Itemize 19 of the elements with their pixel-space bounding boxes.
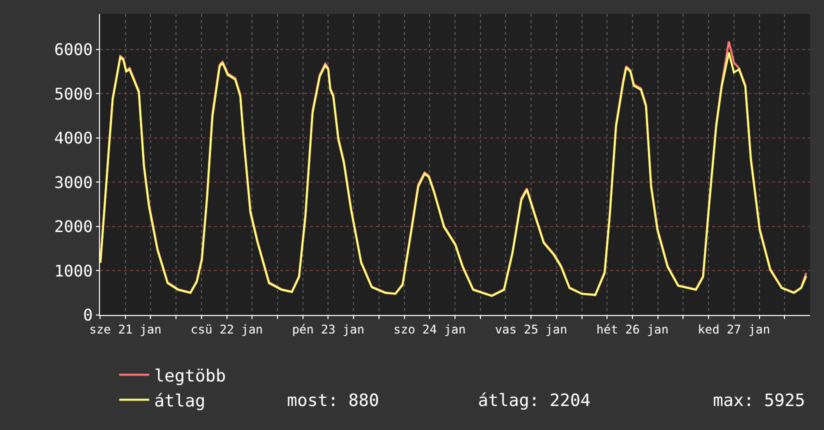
y-tick-label: 3000 (54, 172, 93, 192)
text: most: 880 (287, 391, 380, 411)
y-tick-label: 6000 (54, 40, 93, 60)
x-tick-label: hét 26 jan (596, 322, 669, 336)
y-tick-label: 5000 (54, 84, 93, 104)
x-tick-label: vas 25 jan (494, 322, 568, 336)
legend-label: legtöbb (154, 366, 226, 386)
legend-label: átlag (154, 391, 206, 412)
y-tick-label: 1000 (54, 261, 93, 280)
text: max: 5925 (713, 391, 806, 411)
x-tick-label: szo 24 jan (394, 322, 466, 336)
x-tick-label: csü 22 jan (190, 322, 263, 336)
x-tick-label: ked 27 jan (698, 322, 770, 336)
y-tick-label: 4000 (54, 128, 93, 148)
x-tick-label: sze 21 jan (89, 322, 162, 336)
y-tick-label: 2000 (54, 217, 93, 236)
text: átlag: 2204 (478, 391, 591, 411)
x-tick-label: pén 23 jan (292, 322, 364, 336)
y-tick-label: 0 (83, 306, 93, 325)
